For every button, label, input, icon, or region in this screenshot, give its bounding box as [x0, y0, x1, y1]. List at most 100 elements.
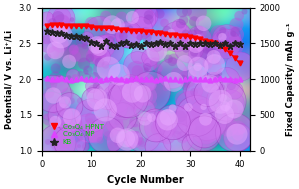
Point: [76, 139, 80, 142]
Point: [192, 20, 196, 23]
Point: [103, 63, 108, 66]
Point: [124, 121, 129, 124]
Point: [143, 117, 147, 120]
Point: [65, 92, 70, 95]
Point: [120, 115, 125, 119]
Point: [59, 138, 63, 141]
Point: [88, 37, 92, 40]
Point: [58, 43, 62, 46]
Point: [192, 90, 196, 93]
Point: [74, 124, 79, 127]
Point: [63, 101, 68, 104]
Point: [66, 76, 71, 79]
Point: [87, 121, 92, 124]
Point: [163, 123, 168, 126]
Point: [205, 118, 209, 121]
Point: [178, 115, 182, 118]
Point: [124, 137, 129, 140]
Point: [89, 22, 94, 25]
Point: [62, 128, 67, 131]
Point: [59, 17, 63, 20]
Point: [99, 56, 104, 59]
Point: [129, 138, 133, 141]
Point: [179, 31, 184, 34]
Point: [80, 135, 84, 138]
Point: [106, 134, 111, 137]
Point: [182, 128, 187, 131]
Point: [217, 55, 222, 58]
Point: [132, 90, 137, 93]
Point: [220, 96, 225, 99]
Point: [146, 14, 151, 17]
Point: [67, 60, 71, 63]
Point: [169, 31, 173, 34]
Point: [144, 36, 149, 39]
Point: [60, 16, 64, 19]
Point: [134, 69, 139, 72]
Point: [224, 42, 228, 45]
Point: [195, 11, 200, 14]
Point: [185, 77, 190, 80]
Point: [133, 127, 138, 130]
Point: [64, 140, 68, 143]
Point: [61, 111, 66, 114]
Point: [84, 76, 89, 79]
Point: [166, 57, 171, 60]
Point: [134, 136, 139, 139]
Point: [155, 46, 160, 49]
Point: [203, 93, 208, 96]
Point: [171, 57, 176, 60]
Point: [187, 47, 191, 50]
Point: [177, 25, 181, 28]
Point: [236, 126, 240, 129]
Point: [140, 141, 144, 144]
Point: [88, 117, 93, 120]
Point: [170, 107, 175, 110]
Point: [70, 18, 74, 21]
Point: [192, 51, 196, 54]
Point: [181, 77, 185, 81]
Point: [123, 98, 128, 101]
Point: [97, 46, 102, 49]
Point: [143, 81, 148, 84]
Point: [148, 63, 152, 66]
Point: [89, 114, 94, 117]
Point: [141, 133, 146, 136]
Point: [71, 49, 76, 52]
Point: [183, 84, 188, 87]
Point: [82, 107, 87, 110]
Point: [234, 43, 239, 46]
Point: [130, 16, 135, 19]
Point: [217, 72, 222, 75]
Point: [201, 132, 206, 135]
Point: [45, 140, 50, 143]
Point: [137, 36, 142, 39]
Point: [91, 104, 96, 107]
Point: [187, 71, 192, 74]
Point: [229, 101, 234, 105]
Point: [157, 127, 162, 130]
Point: [146, 18, 151, 21]
Point: [139, 144, 144, 147]
Point: [160, 114, 165, 117]
Point: [131, 100, 135, 103]
Point: [220, 36, 225, 39]
Point: [192, 115, 197, 118]
Point: [218, 100, 223, 103]
Point: [236, 136, 240, 139]
Point: [101, 45, 106, 48]
Point: [90, 85, 94, 88]
Point: [149, 116, 154, 119]
Point: [180, 10, 184, 13]
Point: [211, 55, 216, 58]
Point: [195, 70, 200, 73]
Point: [91, 55, 96, 58]
Point: [105, 94, 110, 97]
Point: [191, 88, 196, 91]
Point: [205, 62, 210, 65]
Point: [224, 100, 229, 103]
Point: [99, 69, 104, 72]
Point: [190, 143, 194, 146]
Point: [186, 106, 191, 109]
Point: [145, 95, 150, 98]
